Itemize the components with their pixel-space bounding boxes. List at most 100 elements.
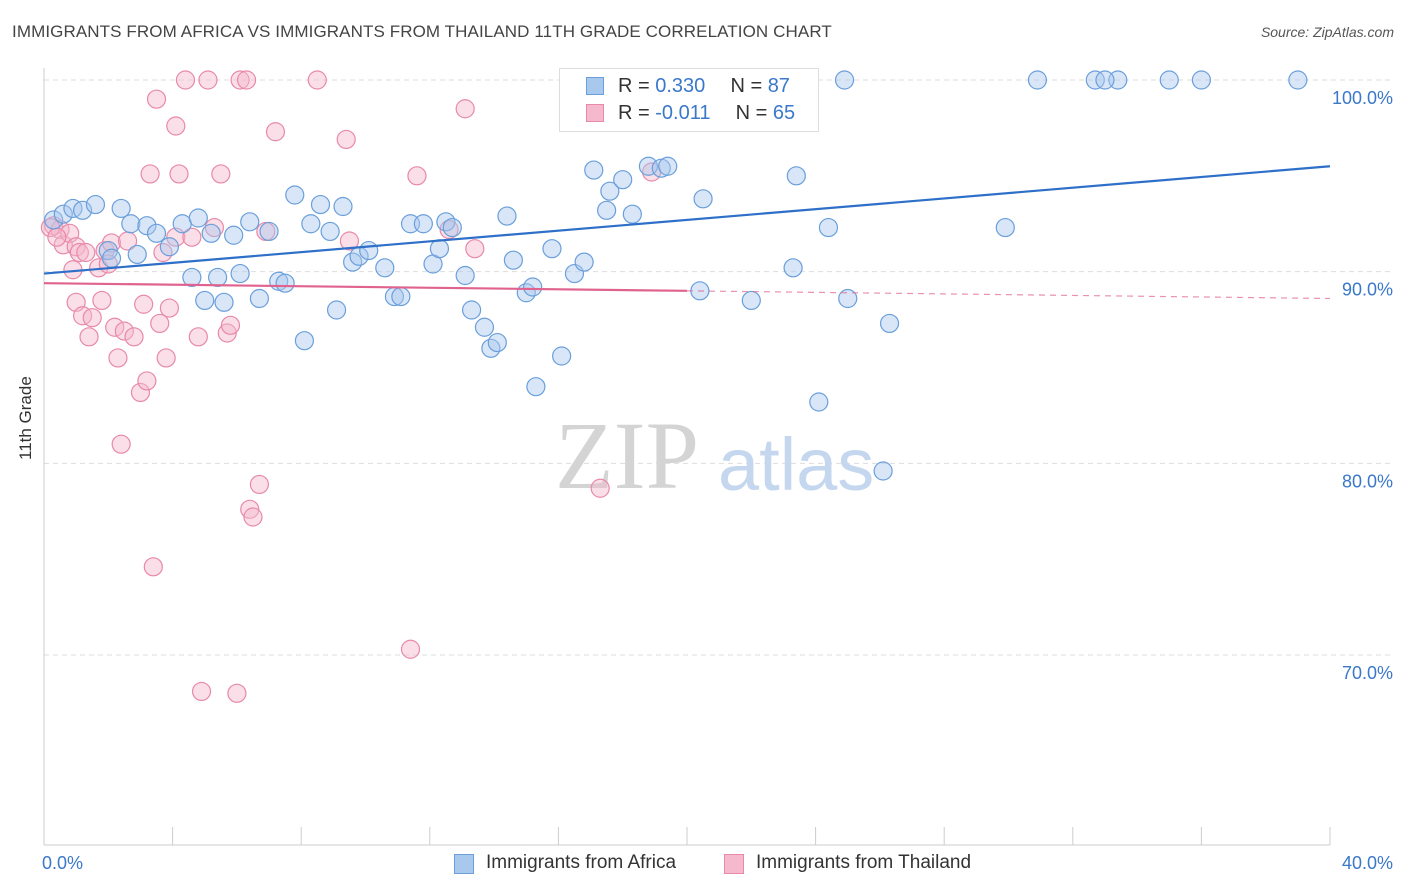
- africa-point: [85, 194, 106, 215]
- y-axis-label: 11th Grade: [16, 376, 35, 460]
- thailand-swatch: [586, 104, 604, 122]
- thailand-point: [227, 683, 247, 703]
- africa-point: [879, 313, 900, 334]
- legend-n-label: N =: [735, 102, 773, 124]
- africa-point: [208, 267, 228, 288]
- africa-point: [597, 200, 617, 220]
- thailand-point: [188, 327, 208, 347]
- legend-r-label: R =: [618, 102, 656, 124]
- africa-point: [786, 166, 806, 186]
- thailand-point: [111, 434, 131, 454]
- africa-point: [224, 225, 244, 245]
- legend-n-label: N =: [730, 75, 768, 97]
- thailand-point: [339, 231, 360, 251]
- x-tick-label: 40.0%: [1342, 853, 1393, 873]
- thailand-point: [400, 639, 421, 659]
- thailand-point: [76, 242, 96, 263]
- africa-point: [1191, 70, 1212, 90]
- thailand-point: [407, 166, 427, 186]
- thailand-trend-line-dashed: [686, 290, 1331, 300]
- thailand-point: [146, 89, 167, 109]
- thailand-legend-swatch: [724, 854, 744, 874]
- africa-point: [359, 240, 379, 261]
- thailand-point: [130, 382, 151, 403]
- thailand-point: [182, 227, 202, 247]
- thailand-point: [465, 239, 485, 259]
- africa-point: [503, 250, 523, 270]
- thailand-point: [159, 298, 179, 318]
- chart-title: IMMIGRANTS FROM AFRICA VS IMMIGRANTS FRO…: [12, 22, 832, 41]
- legend-n-value: 65: [772, 102, 796, 124]
- thailand-point: [66, 237, 86, 257]
- africa-point: [121, 214, 141, 234]
- africa-point: [375, 258, 395, 278]
- africa-point: [622, 204, 642, 224]
- africa-point: [53, 204, 73, 224]
- africa-point: [693, 189, 713, 209]
- source-label: Source: ZipAtlas.com: [1260, 24, 1394, 40]
- africa-point: [310, 194, 331, 215]
- africa-point: [995, 217, 1015, 238]
- thailand-point: [82, 308, 102, 328]
- africa-point: [188, 208, 208, 228]
- thailand-point: [336, 129, 356, 150]
- africa-point: [201, 223, 221, 243]
- thailand-point: [101, 233, 122, 253]
- thailand-point: [307, 70, 327, 90]
- thailand-trend-line: [43, 282, 688, 292]
- africa-point: [741, 290, 761, 311]
- thailand-point: [198, 70, 218, 90]
- watermark-atlas: atlas: [718, 423, 874, 506]
- africa-point: [838, 288, 858, 309]
- africa-point: [391, 286, 411, 307]
- thailand-point: [217, 323, 237, 343]
- thailand-point: [124, 327, 144, 347]
- africa-point: [600, 181, 620, 201]
- africa-point: [413, 214, 433, 234]
- africa-point: [873, 461, 893, 481]
- axes: [43, 68, 1331, 846]
- africa-point: [442, 217, 462, 238]
- africa-point: [137, 216, 157, 236]
- thailand-point: [204, 217, 224, 238]
- thailand-point: [220, 315, 241, 335]
- legend-r-label: R =: [618, 75, 656, 97]
- africa-legend-swatch: [454, 854, 474, 874]
- africa-point: [182, 267, 202, 288]
- thailand-point: [72, 306, 93, 326]
- africa-point: [497, 206, 517, 226]
- thailand-point: [156, 348, 176, 368]
- thailand-point: [236, 70, 257, 90]
- y-tick-label: 70.0%: [1342, 663, 1393, 683]
- thailand-point: [108, 348, 128, 368]
- legend-r-value: -0.011: [655, 102, 711, 124]
- thailand-point: [191, 681, 212, 702]
- africa-point: [1085, 70, 1105, 90]
- africa-point: [658, 156, 678, 176]
- africa-point: [613, 170, 633, 190]
- africa-point: [809, 392, 829, 412]
- legend-r-value: 0.330: [655, 75, 706, 97]
- africa-point: [834, 70, 855, 90]
- legend-n-value: 87: [767, 75, 790, 97]
- africa-point: [455, 265, 475, 286]
- y-tick-label: 100.0%: [1332, 88, 1393, 108]
- grid-lines: [44, 79, 1392, 656]
- africa-point: [101, 248, 122, 268]
- africa-point: [159, 237, 179, 257]
- africa-point: [301, 214, 321, 234]
- thailand-point: [69, 242, 89, 263]
- africa-swatch: [586, 77, 604, 95]
- thailand-point: [211, 164, 231, 184]
- africa-point: [584, 160, 604, 180]
- thailand-point: [249, 474, 270, 495]
- africa-point: [1159, 70, 1179, 90]
- africa-point: [1027, 70, 1048, 90]
- africa-point: [461, 300, 482, 320]
- africa-points: [44, 70, 1308, 481]
- africa-trend-line: [43, 165, 1331, 275]
- africa-legend-label: Immigrants from Africa: [486, 852, 677, 873]
- africa-point: [333, 196, 353, 217]
- thailand-point: [439, 219, 459, 240]
- africa-point: [320, 221, 340, 242]
